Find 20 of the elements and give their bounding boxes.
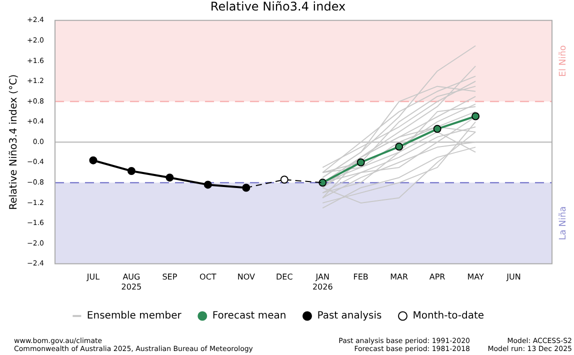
band-label: El Niño bbox=[558, 44, 568, 77]
x-tick-label: FEB bbox=[353, 272, 368, 282]
x-tick-label: MAY bbox=[467, 272, 484, 282]
x-tick-label: SEP bbox=[162, 272, 178, 282]
x-tick-label: JAN 2026 bbox=[312, 272, 333, 292]
x-tick-label: NOV bbox=[237, 272, 256, 282]
x-tick-label: MAR bbox=[390, 272, 408, 282]
x-tick-label: DEC bbox=[276, 272, 294, 282]
chart-title: Relative Niño3.4 index bbox=[210, 0, 346, 14]
band-label: La Niña bbox=[558, 206, 568, 240]
legend-label: Past analysis bbox=[317, 310, 382, 322]
legend-label: Forecast mean bbox=[212, 310, 286, 322]
x-tick-label: OCT bbox=[200, 272, 216, 282]
x-tick-label: JUN bbox=[506, 272, 521, 282]
legend-label: Ensemble member bbox=[86, 310, 182, 322]
legend-label: Month-to-date bbox=[412, 310, 484, 322]
y-axis-title: Relative Niño3.4 index (°C) bbox=[8, 74, 20, 210]
x-tick-label: JUL bbox=[86, 272, 100, 282]
x-tick-label: APR bbox=[429, 272, 446, 282]
x-tick-label: AUG 2025 bbox=[121, 272, 142, 292]
